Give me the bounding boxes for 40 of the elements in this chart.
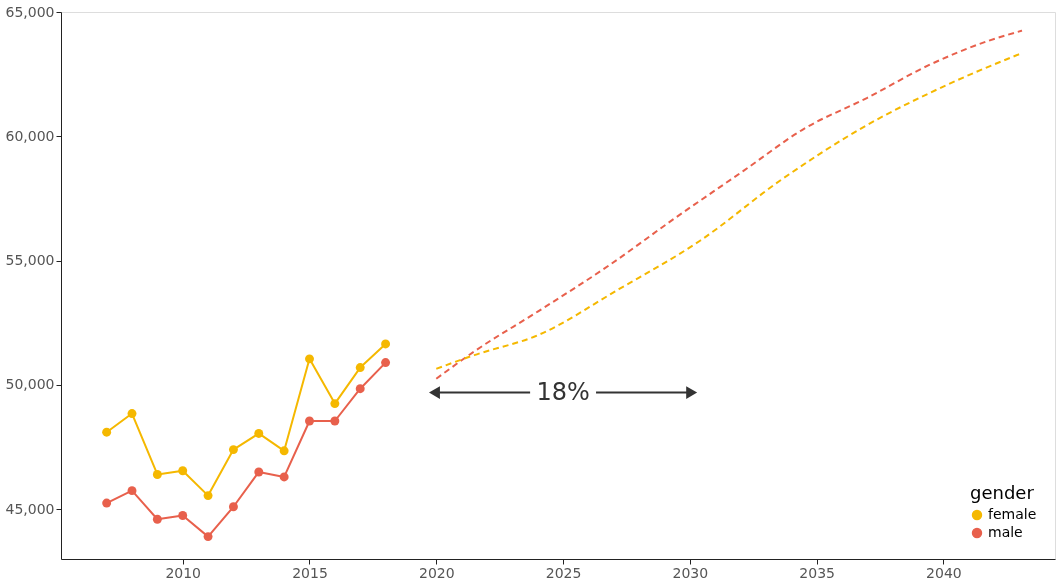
point (355, 363, 365, 373)
point (152, 470, 162, 479)
x-tick-label: 2030 (672, 564, 709, 581)
point (381, 339, 391, 349)
x-tick-label: 2010 (165, 564, 202, 581)
point (102, 498, 112, 508)
point (330, 399, 340, 409)
x-tick-label: 2015 (292, 564, 328, 581)
point (228, 502, 238, 512)
point (102, 427, 112, 437)
point (152, 514, 162, 524)
legend-label: female (988, 506, 1037, 522)
point (178, 511, 188, 520)
point (305, 416, 314, 426)
point (355, 384, 365, 394)
x-tick-label: 2040 (926, 564, 962, 581)
y-tick-label: 65,000 (5, 3, 55, 20)
annotation: 18% (536, 377, 590, 406)
point (305, 354, 314, 364)
point (203, 532, 213, 542)
y-tick-label: 60,000 (5, 127, 55, 144)
point (127, 486, 137, 496)
legend-title: gender (970, 482, 1035, 503)
point (127, 409, 137, 419)
x-tick-label: 2035 (799, 564, 835, 581)
point (228, 445, 238, 455)
point (203, 491, 213, 501)
y-tick-label: 50,000 (5, 376, 55, 393)
legend-label: male (988, 524, 1023, 540)
x-tick-label: 2020 (418, 564, 455, 581)
point (381, 358, 391, 368)
point (254, 428, 264, 438)
point (178, 466, 188, 476)
point (254, 467, 264, 477)
y-tick-label: 55,000 (5, 252, 55, 269)
y-tick-label: 45,000 (5, 500, 55, 517)
point (279, 472, 289, 482)
point (279, 446, 289, 456)
point (330, 416, 340, 426)
x-tick-label: 2025 (545, 564, 582, 581)
